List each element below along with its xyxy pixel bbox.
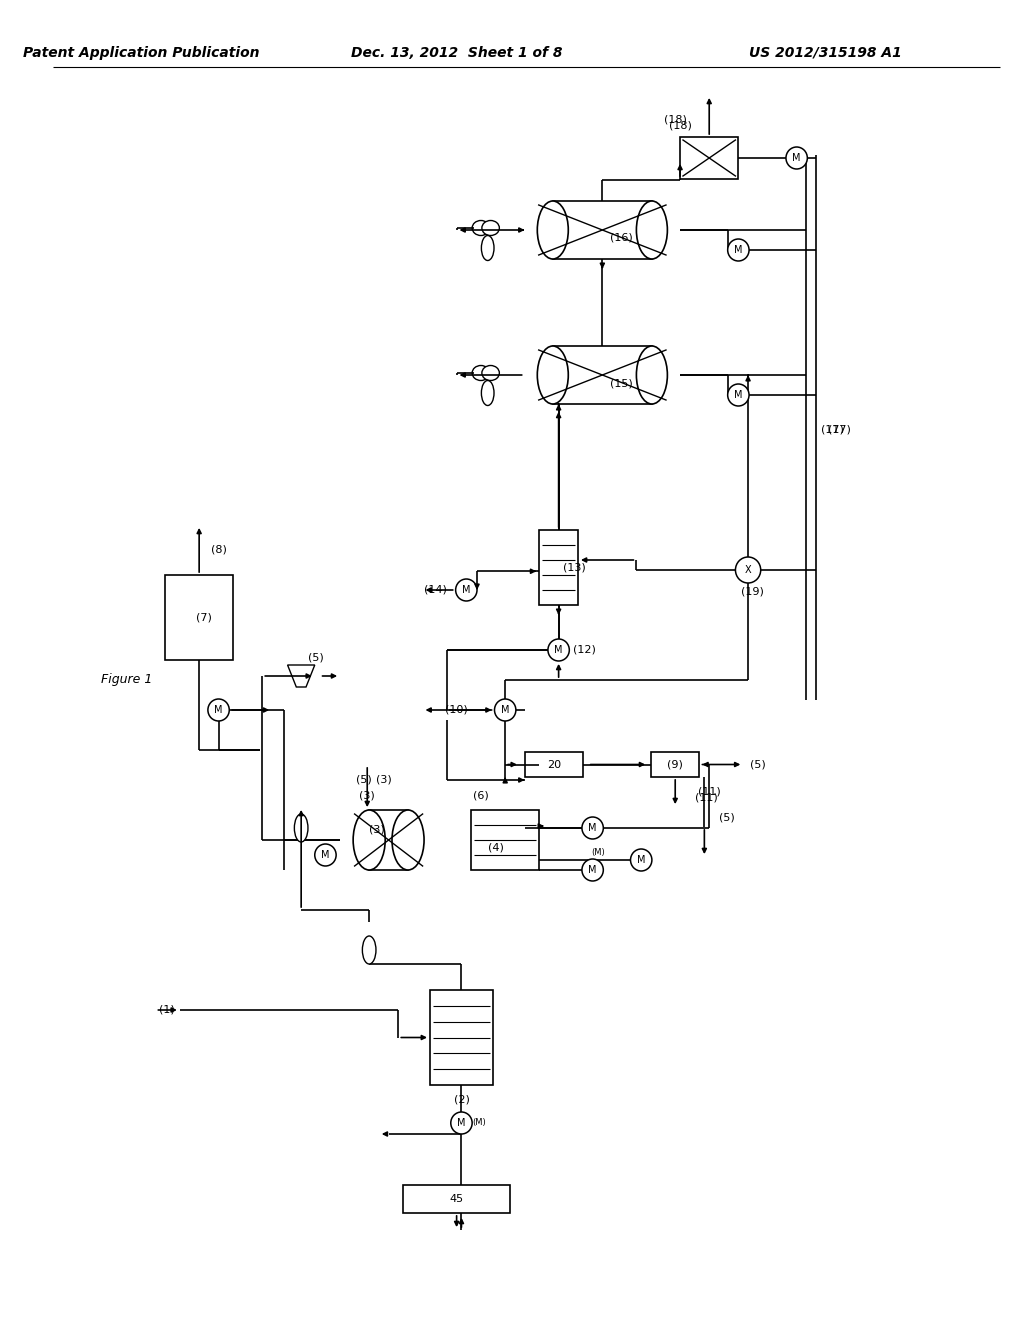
Text: (3): (3): [359, 789, 375, 800]
Text: (M): (M): [592, 847, 605, 857]
Text: X: X: [744, 565, 752, 576]
Text: (11): (11): [694, 792, 718, 803]
Circle shape: [495, 700, 516, 721]
Text: (M): (M): [472, 1118, 485, 1127]
Text: (17): (17): [821, 425, 844, 436]
Text: (3): (3): [369, 825, 385, 836]
Text: US 2012/315198 A1: US 2012/315198 A1: [750, 46, 902, 59]
Text: (15): (15): [610, 378, 633, 388]
Text: (6): (6): [473, 789, 488, 800]
Text: (10): (10): [445, 705, 468, 715]
Text: M: M: [214, 705, 223, 715]
Circle shape: [451, 1111, 472, 1134]
Bar: [680, 137, 738, 180]
Text: (18): (18): [664, 115, 687, 125]
Circle shape: [735, 557, 761, 583]
Bar: [524, 752, 583, 777]
Bar: [651, 752, 699, 777]
Text: (5): (5): [308, 652, 324, 663]
Bar: [403, 1185, 510, 1213]
Circle shape: [582, 817, 603, 840]
Ellipse shape: [482, 366, 500, 380]
Text: M: M: [734, 246, 742, 255]
Text: (5): (5): [750, 759, 766, 770]
Text: (1): (1): [159, 1005, 175, 1015]
Ellipse shape: [472, 366, 489, 380]
Text: (8): (8): [211, 545, 226, 554]
Text: (13): (13): [563, 562, 586, 573]
Ellipse shape: [481, 380, 494, 405]
Text: M: M: [589, 865, 597, 875]
Text: Figure 1: Figure 1: [100, 673, 152, 686]
Text: (16): (16): [610, 234, 633, 243]
Text: (18): (18): [669, 121, 691, 131]
Circle shape: [548, 639, 569, 661]
Ellipse shape: [362, 936, 376, 964]
Text: (12): (12): [573, 645, 596, 655]
Text: M: M: [637, 855, 645, 865]
Circle shape: [208, 700, 229, 721]
Bar: [430, 990, 493, 1085]
Circle shape: [728, 384, 749, 407]
Text: 45: 45: [450, 1195, 464, 1204]
Ellipse shape: [392, 810, 424, 870]
Text: (2): (2): [454, 1096, 469, 1105]
Text: M: M: [322, 850, 330, 861]
Text: (5): (5): [356, 775, 372, 785]
Ellipse shape: [353, 810, 385, 870]
Bar: [553, 346, 652, 404]
Ellipse shape: [294, 814, 308, 842]
Bar: [165, 576, 233, 660]
Ellipse shape: [538, 201, 568, 259]
Text: (11): (11): [697, 787, 721, 797]
Text: (14): (14): [424, 585, 446, 595]
Text: M: M: [554, 645, 563, 655]
Text: M: M: [589, 822, 597, 833]
Text: (19): (19): [741, 587, 764, 597]
Ellipse shape: [636, 346, 668, 404]
Text: 20: 20: [547, 759, 561, 770]
Ellipse shape: [482, 220, 500, 235]
Text: (17): (17): [827, 425, 851, 436]
Ellipse shape: [636, 201, 668, 259]
Text: (3): (3): [376, 775, 391, 785]
Text: M: M: [734, 389, 742, 400]
Circle shape: [728, 239, 749, 261]
Text: (9): (9): [668, 759, 683, 770]
Bar: [471, 810, 540, 870]
Circle shape: [314, 843, 336, 866]
Circle shape: [631, 849, 652, 871]
Circle shape: [582, 859, 603, 880]
Text: Patent Application Publication: Patent Application Publication: [23, 46, 259, 59]
Text: M: M: [501, 705, 509, 715]
Circle shape: [456, 579, 477, 601]
Text: (4): (4): [487, 843, 504, 853]
Circle shape: [786, 147, 807, 169]
Text: (7): (7): [196, 612, 212, 623]
Text: Dec. 13, 2012  Sheet 1 of 8: Dec. 13, 2012 Sheet 1 of 8: [351, 46, 562, 59]
Text: M: M: [458, 1118, 466, 1129]
Text: (5): (5): [719, 812, 734, 822]
Text: M: M: [793, 153, 801, 162]
Text: M: M: [462, 585, 471, 595]
Bar: [553, 201, 652, 259]
Bar: [370, 810, 408, 870]
Ellipse shape: [538, 346, 568, 404]
Ellipse shape: [472, 220, 489, 235]
Ellipse shape: [481, 235, 494, 260]
Bar: [540, 531, 579, 605]
